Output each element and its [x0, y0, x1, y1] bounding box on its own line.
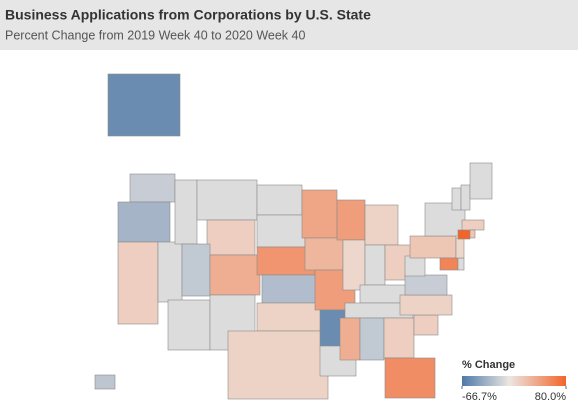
- state: [457, 229, 471, 240]
- state: [336, 199, 366, 241]
- state: [206, 219, 256, 256]
- state: [174, 179, 198, 245]
- state: [457, 257, 465, 271]
- state: [196, 179, 258, 221]
- state: [409, 235, 457, 259]
- state: [384, 357, 436, 399]
- state: [404, 255, 426, 277]
- state: [209, 254, 261, 296]
- state: [261, 274, 321, 304]
- state: [117, 201, 171, 243]
- colorbar: [462, 376, 566, 386]
- state: [455, 237, 465, 259]
- state: [256, 302, 326, 332]
- state: [181, 243, 211, 297]
- header-band: [0, 0, 578, 50]
- state: [383, 317, 415, 359]
- map: [94, 73, 493, 400]
- state: [460, 184, 471, 211]
- title: Business Applications from Corporations …: [5, 7, 371, 23]
- colorbar-label: -66.7%: [462, 391, 497, 403]
- state: [439, 257, 459, 271]
- state: [451, 187, 462, 211]
- state: [399, 294, 453, 316]
- state: [413, 314, 439, 336]
- state: [301, 189, 338, 239]
- state: [359, 317, 385, 361]
- state: [256, 214, 306, 248]
- subtitle: Percent Change from 2019 Week 40 to 2020…: [5, 28, 305, 42]
- state: [107, 73, 181, 137]
- state: [157, 241, 183, 303]
- legend-title: % Change: [462, 359, 515, 371]
- state: [469, 162, 493, 200]
- state: [339, 317, 361, 361]
- state: [469, 229, 476, 239]
- state: [167, 299, 211, 351]
- state: [304, 237, 344, 271]
- state: [364, 244, 386, 286]
- state: [227, 330, 329, 400]
- state: [129, 173, 176, 203]
- colorbar-label: 80.0%: [535, 391, 566, 403]
- state: [364, 204, 399, 246]
- state: [342, 239, 366, 291]
- state: [461, 219, 485, 231]
- state: [404, 274, 448, 296]
- state: [94, 374, 116, 390]
- state: [117, 241, 159, 325]
- state: [256, 184, 303, 216]
